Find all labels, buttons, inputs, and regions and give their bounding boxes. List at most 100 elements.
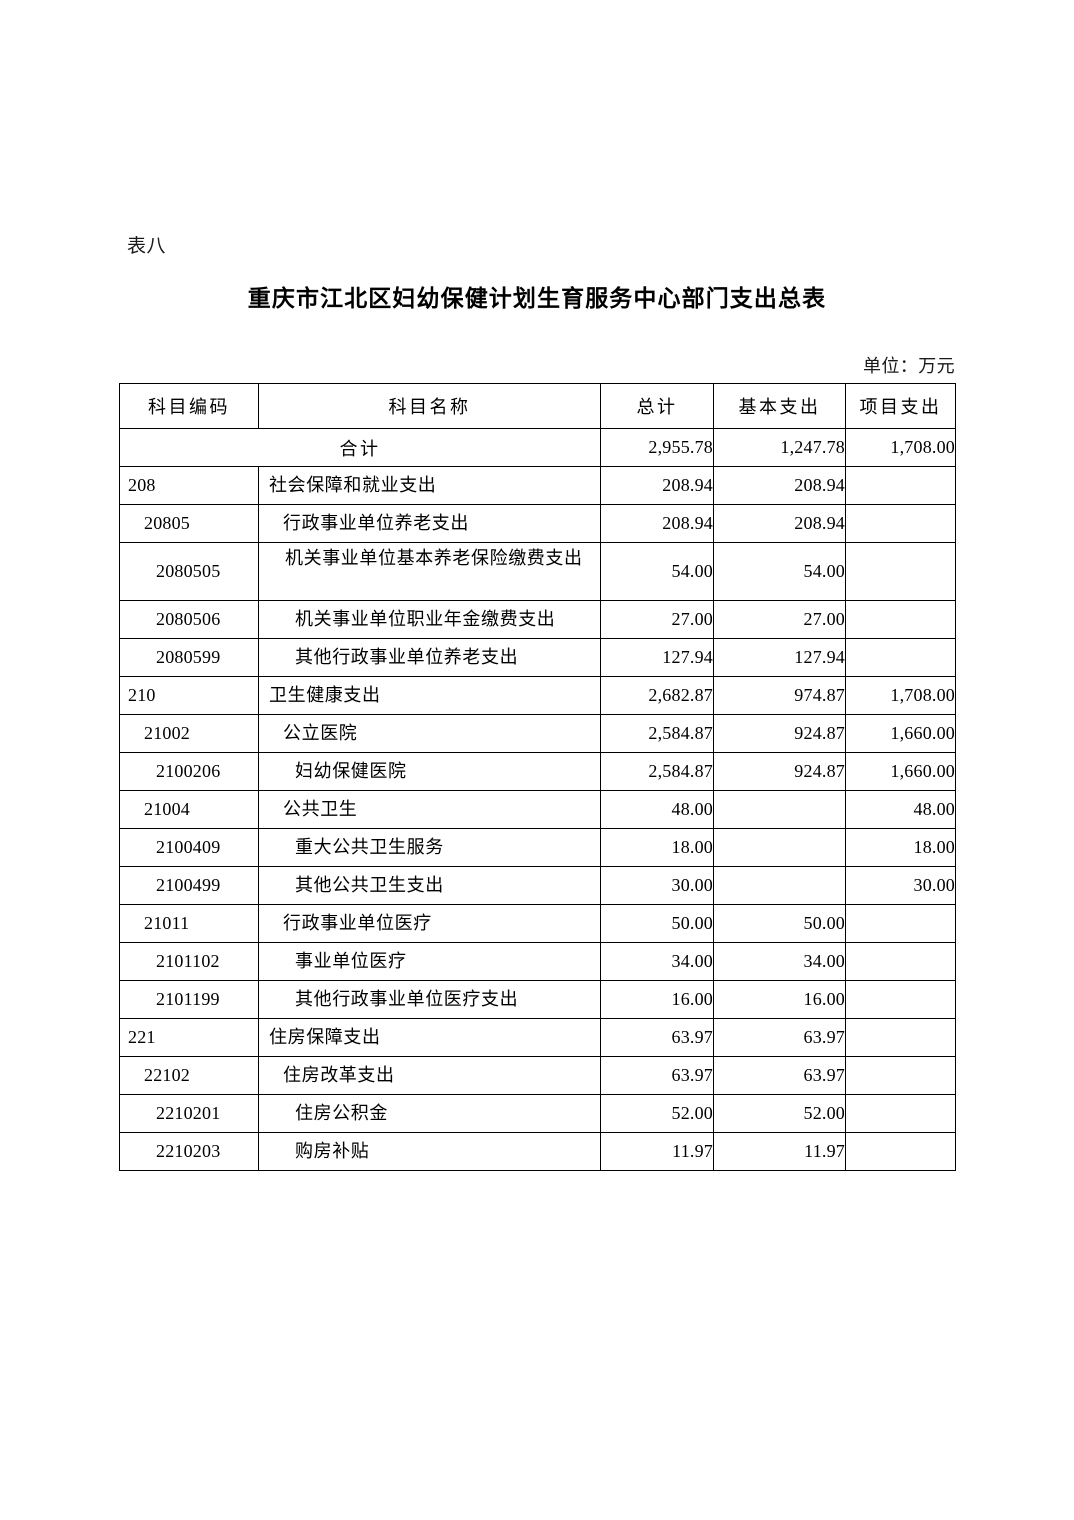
cell-code: 2101199 <box>119 980 259 1019</box>
unit-note: 单位：万元 <box>863 356 955 376</box>
cell-name: 重大公共卫生服务 <box>258 828 601 867</box>
table-row: 2080506 机关事业单位职业年金缴费支出 27.00 27.00 <box>119 600 956 639</box>
cell-basic: 54.00 <box>713 542 846 601</box>
cell-code: 2100499 <box>119 866 259 905</box>
cell-name: 公立医院 <box>258 714 601 753</box>
cell-basic: 16.00 <box>713 980 846 1019</box>
table-row: 2210203 购房补贴 11.97 11.97 <box>119 1132 956 1171</box>
cell-name: 住房公积金 <box>258 1094 601 1133</box>
cell-basic: 63.97 <box>713 1056 846 1095</box>
cell-basic: 34.00 <box>713 942 846 981</box>
column-header-name: 科目名称 <box>258 383 601 429</box>
cell-basic <box>713 790 846 829</box>
summary-project: 1,708.00 <box>845 428 956 467</box>
cell-project <box>845 504 956 543</box>
cell-code: 22102 <box>119 1056 259 1095</box>
cell-code: 210 <box>119 676 259 715</box>
cell-project <box>845 600 956 639</box>
cell-basic: 974.87 <box>713 676 846 715</box>
cell-project <box>845 542 956 601</box>
table-row: 22102 住房改革支出 63.97 63.97 <box>119 1056 956 1095</box>
cell-basic: 11.97 <box>713 1132 846 1171</box>
column-header-total: 总计 <box>600 383 714 429</box>
cell-project <box>845 466 956 505</box>
table-header-row: 科目编码 科目名称 总计 基本支出 项目支出 <box>119 383 956 429</box>
cell-total: 2,584.87 <box>600 752 714 791</box>
cell-code: 2101102 <box>119 942 259 981</box>
cell-basic: 208.94 <box>713 504 846 543</box>
table-row: 2080505 机关事业单位基本养老保险缴费支出 54.00 54.00 <box>119 542 956 601</box>
table-row: 2100409 重大公共卫生服务 18.00 18.00 <box>119 828 956 867</box>
cell-project: 18.00 <box>845 828 956 867</box>
cell-name: 行政事业单位医疗 <box>258 904 601 943</box>
cell-name: 卫生健康支出 <box>258 676 601 715</box>
cell-code: 2080599 <box>119 638 259 677</box>
summary-basic: 1,247.78 <box>713 428 846 467</box>
cell-code: 2080505 <box>119 542 259 601</box>
cell-basic: 127.94 <box>713 638 846 677</box>
form-label: 表八 <box>127 236 167 257</box>
cell-total: 127.94 <box>600 638 714 677</box>
column-header-project: 项目支出 <box>845 383 956 429</box>
table-row: 2101102 事业单位医疗 34.00 34.00 <box>119 942 956 981</box>
cell-basic <box>713 828 846 867</box>
cell-project <box>845 904 956 943</box>
table-row: 2100206 妇幼保健医院 2,584.87 924.87 1,660.00 <box>119 752 956 791</box>
cell-project: 1,660.00 <box>845 714 956 753</box>
cell-total: 208.94 <box>600 466 714 505</box>
cell-code: 2100409 <box>119 828 259 867</box>
summary-total: 2,955.78 <box>600 428 714 467</box>
cell-name: 事业单位医疗 <box>258 942 601 981</box>
cell-name: 其他行政事业单位医疗支出 <box>258 980 601 1019</box>
cell-total: 54.00 <box>600 542 714 601</box>
cell-total: 63.97 <box>600 1056 714 1095</box>
table-row: 2100499 其他公共卫生支出 30.00 30.00 <box>119 866 956 905</box>
cell-total: 11.97 <box>600 1132 714 1171</box>
table-body: 合计 2,955.78 1,247.78 1,708.00 208 社会保障和就业… <box>119 428 956 1171</box>
cell-name: 机关事业单位基本养老保险缴费支出 <box>258 542 601 601</box>
cell-total: 30.00 <box>600 866 714 905</box>
cell-project <box>845 942 956 981</box>
cell-name: 住房改革支出 <box>258 1056 601 1095</box>
cell-name: 公共卫生 <box>258 790 601 829</box>
cell-basic: 52.00 <box>713 1094 846 1133</box>
cell-total: 208.94 <box>600 504 714 543</box>
summary-row: 合计 2,955.78 1,247.78 1,708.00 <box>119 428 956 467</box>
cell-project <box>845 980 956 1019</box>
cell-project: 1,708.00 <box>845 676 956 715</box>
cell-basic: 924.87 <box>713 752 846 791</box>
cell-basic: 924.87 <box>713 714 846 753</box>
table-header: 科目编码 科目名称 总计 基本支出 项目支出 <box>119 383 956 429</box>
cell-name: 社会保障和就业支出 <box>258 466 601 505</box>
cell-total: 50.00 <box>600 904 714 943</box>
cell-code: 20805 <box>119 504 259 543</box>
cell-project: 48.00 <box>845 790 956 829</box>
cell-total: 63.97 <box>600 1018 714 1057</box>
table-row: 210 卫生健康支出 2,682.87 974.87 1,708.00 <box>119 676 956 715</box>
cell-total: 2,682.87 <box>600 676 714 715</box>
cell-name: 其他行政事业单位养老支出 <box>258 638 601 677</box>
cell-code: 2100206 <box>119 752 259 791</box>
cell-code: 221 <box>119 1018 259 1057</box>
cell-project <box>845 638 956 677</box>
cell-project <box>845 1056 956 1095</box>
cell-name: 其他公共卫生支出 <box>258 866 601 905</box>
cell-name: 妇幼保健医院 <box>258 752 601 791</box>
table-row: 208 社会保障和就业支出 208.94 208.94 <box>119 466 956 505</box>
cell-name: 住房保障支出 <box>258 1018 601 1057</box>
cell-name: 行政事业单位养老支出 <box>258 504 601 543</box>
column-header-code: 科目编码 <box>119 383 259 429</box>
cell-project <box>845 1094 956 1133</box>
column-header-basic: 基本支出 <box>713 383 846 429</box>
cell-code: 2080506 <box>119 600 259 639</box>
cell-basic: 50.00 <box>713 904 846 943</box>
cell-basic <box>713 866 846 905</box>
cell-basic: 63.97 <box>713 1018 846 1057</box>
cell-name-text: 机关事业单位基本养老保险缴费支出 <box>285 548 583 568</box>
cell-total: 52.00 <box>600 1094 714 1133</box>
cell-project <box>845 1132 956 1171</box>
budget-table-container: 科目编码 科目名称 总计 基本支出 项目支出 合计 2,955.78 1,247… <box>119 383 956 1171</box>
table-row: 21011 行政事业单位医疗 50.00 50.00 <box>119 904 956 943</box>
table-row: 221 住房保障支出 63.97 63.97 <box>119 1018 956 1057</box>
cell-project <box>845 1018 956 1057</box>
